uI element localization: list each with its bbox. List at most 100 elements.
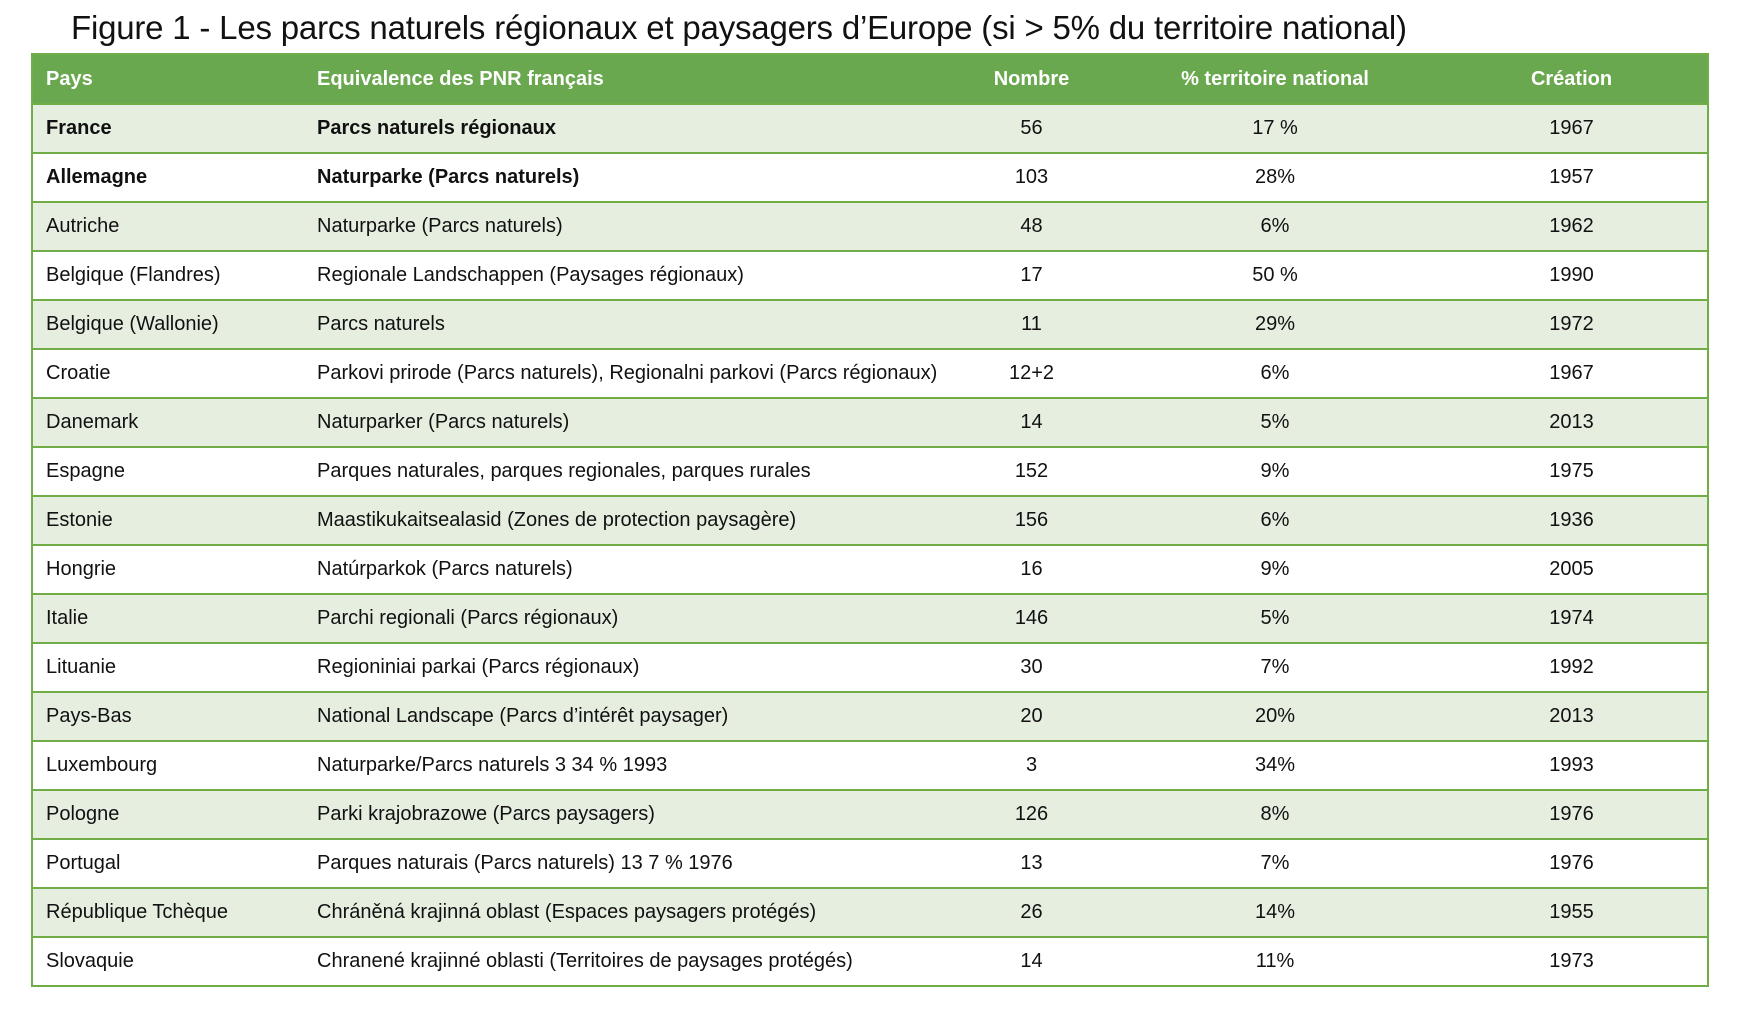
- table-row: Portugal Parques naturais (Parcs naturel…: [32, 839, 1708, 889]
- table-row: Danemark Naturparker (Parcs naturels) 14…: [32, 398, 1708, 448]
- cell-creation: 1990: [1436, 251, 1708, 301]
- cell-pays: Luxembourg: [32, 741, 304, 791]
- cell-equivalence: Parques naturales, parques regionales, p…: [304, 447, 949, 497]
- cell-equivalence: Maastikukaitsealasid (Zones de protectio…: [304, 496, 949, 546]
- table-row: Pologne Parki krajobrazowe (Parcs paysag…: [32, 790, 1708, 840]
- table-row: Espagne Parques naturales, parques regio…: [32, 447, 1708, 497]
- cell-creation: 2005: [1436, 545, 1708, 595]
- cell-equivalence: Regionale Landschappen (Paysages régiona…: [304, 251, 949, 301]
- cell-nombre: 48: [949, 202, 1114, 252]
- cell-territoire: 50 %: [1114, 251, 1436, 301]
- table-row: France Parcs naturels régionaux 56 17 % …: [32, 104, 1708, 154]
- cell-pays: Portugal: [32, 839, 304, 889]
- cell-pays: Estonie: [32, 496, 304, 546]
- table-header-row: Pays Equivalence des PNR français Nombre…: [32, 54, 1708, 105]
- cell-nombre: 103: [949, 153, 1114, 203]
- table-row: Lituanie Regioniniai parkai (Parcs régio…: [32, 643, 1708, 693]
- cell-creation: 1975: [1436, 447, 1708, 497]
- cell-creation: 1955: [1436, 888, 1708, 938]
- cell-creation: 1993: [1436, 741, 1708, 791]
- cell-pays: Autriche: [32, 202, 304, 252]
- cell-territoire: 6%: [1114, 202, 1436, 252]
- cell-nombre: 16: [949, 545, 1114, 595]
- header-territoire: % territoire national: [1114, 54, 1436, 105]
- cell-equivalence: Natúrparkok (Parcs naturels): [304, 545, 949, 595]
- cell-creation: 1962: [1436, 202, 1708, 252]
- cell-equivalence: National Landscape (Parcs d’intérêt pays…: [304, 692, 949, 742]
- cell-pays: Slovaquie: [32, 937, 304, 987]
- cell-creation: 1936: [1436, 496, 1708, 546]
- cell-nombre: 14: [949, 937, 1114, 987]
- cell-territoire: 5%: [1114, 398, 1436, 448]
- header-equivalence: Equivalence des PNR français: [304, 54, 949, 105]
- cell-creation: 1992: [1436, 643, 1708, 693]
- table-row: Allemagne Naturparke (Parcs naturels) 10…: [32, 153, 1708, 203]
- cell-territoire: 34%: [1114, 741, 1436, 791]
- cell-nombre: 17: [949, 251, 1114, 301]
- cell-pays: Allemagne: [32, 153, 304, 203]
- cell-territoire: 7%: [1114, 839, 1436, 889]
- table-row: Croatie Parkovi prirode (Parcs naturels)…: [32, 349, 1708, 399]
- table-row: Belgique (Wallonie) Parcs naturels 11 29…: [32, 300, 1708, 350]
- table-row: Pays-Bas National Landscape (Parcs d’int…: [32, 692, 1708, 742]
- table-row: Autriche Naturparke (Parcs naturels) 48 …: [32, 202, 1708, 252]
- cell-creation: 1976: [1436, 839, 1708, 889]
- cell-territoire: 14%: [1114, 888, 1436, 938]
- cell-territoire: 20%: [1114, 692, 1436, 742]
- cell-nombre: 13: [949, 839, 1114, 889]
- header-pays: Pays: [32, 54, 304, 105]
- cell-equivalence: Chranené krajinné oblasti (Territoires d…: [304, 937, 949, 987]
- cell-creation: 1973: [1436, 937, 1708, 987]
- cell-equivalence: Naturparke/Parcs naturels 3 34 % 1993: [304, 741, 949, 791]
- table-row: Luxembourg Naturparke/Parcs naturels 3 3…: [32, 741, 1708, 791]
- table-row: Hongrie Natúrparkok (Parcs naturels) 16 …: [32, 545, 1708, 595]
- cell-creation: 1976: [1436, 790, 1708, 840]
- table-row: Estonie Maastikukaitsealasid (Zones de p…: [32, 496, 1708, 546]
- cell-territoire: 5%: [1114, 594, 1436, 644]
- cell-pays: Belgique (Wallonie): [32, 300, 304, 350]
- cell-creation: 1967: [1436, 349, 1708, 399]
- cell-equivalence: Parchi regionali (Parcs régionaux): [304, 594, 949, 644]
- header-creation: Création: [1436, 54, 1708, 105]
- cell-nombre: 11: [949, 300, 1114, 350]
- cell-territoire: 9%: [1114, 545, 1436, 595]
- cell-nombre: 14: [949, 398, 1114, 448]
- cell-creation: 1972: [1436, 300, 1708, 350]
- parks-table: Pays Equivalence des PNR français Nombre…: [31, 53, 1709, 987]
- cell-pays: Pologne: [32, 790, 304, 840]
- cell-equivalence: Parki krajobrazowe (Parcs paysagers): [304, 790, 949, 840]
- cell-nombre: 3: [949, 741, 1114, 791]
- cell-nombre: 20: [949, 692, 1114, 742]
- cell-equivalence: Chráněná krajinná oblast (Espaces paysag…: [304, 888, 949, 938]
- cell-equivalence: Naturparke (Parcs naturels): [304, 153, 949, 203]
- cell-nombre: 12+2: [949, 349, 1114, 399]
- cell-creation: 2013: [1436, 398, 1708, 448]
- table-row: Belgique (Flandres) Regionale Landschapp…: [32, 251, 1708, 301]
- table-row: Slovaquie Chranené krajinné oblasti (Ter…: [32, 937, 1708, 987]
- cell-territoire: 6%: [1114, 496, 1436, 546]
- cell-equivalence: Parques naturais (Parcs naturels) 13 7 %…: [304, 839, 949, 889]
- cell-creation: 1974: [1436, 594, 1708, 644]
- cell-pays: Italie: [32, 594, 304, 644]
- cell-territoire: 29%: [1114, 300, 1436, 350]
- cell-creation: 1967: [1436, 104, 1708, 154]
- cell-equivalence: Parcs naturels: [304, 300, 949, 350]
- cell-territoire: 11%: [1114, 937, 1436, 987]
- cell-equivalence: Regioniniai parkai (Parcs régionaux): [304, 643, 949, 693]
- cell-nombre: 56: [949, 104, 1114, 154]
- cell-equivalence: Naturparker (Parcs naturels): [304, 398, 949, 448]
- cell-pays: Belgique (Flandres): [32, 251, 304, 301]
- cell-equivalence: Parkovi prirode (Parcs naturels), Region…: [304, 349, 949, 399]
- cell-pays: Danemark: [32, 398, 304, 448]
- cell-nombre: 152: [949, 447, 1114, 497]
- cell-creation: 2013: [1436, 692, 1708, 742]
- cell-territoire: 17 %: [1114, 104, 1436, 154]
- cell-territoire: 9%: [1114, 447, 1436, 497]
- cell-nombre: 126: [949, 790, 1114, 840]
- cell-nombre: 30: [949, 643, 1114, 693]
- table-row: République Tchèque Chráněná krajinná obl…: [32, 888, 1708, 938]
- cell-nombre: 26: [949, 888, 1114, 938]
- cell-nombre: 156: [949, 496, 1114, 546]
- cell-territoire: 7%: [1114, 643, 1436, 693]
- cell-pays: France: [32, 104, 304, 154]
